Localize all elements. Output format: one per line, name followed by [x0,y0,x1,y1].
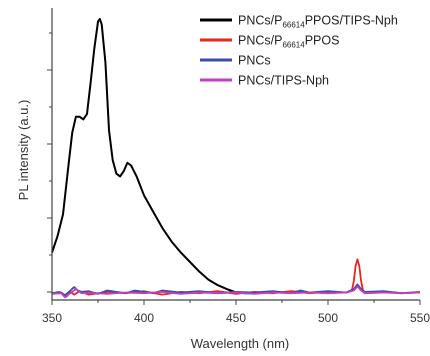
x-axis-title: Wavelength (nm) [191,336,290,351]
legend-label-1: PNCs/P66614PPOS [238,34,339,50]
x-tick-label-550: 550 [410,311,430,325]
x-tick-label-500: 500 [318,311,338,325]
x-tick-label-400: 400 [134,311,154,325]
axes [51,8,420,301]
x-tick-label-350: 350 [42,311,62,325]
series-line-0 [51,17,255,295]
ticks: 350 400 450 500 550 [42,32,430,325]
legend-label-3: PNCs/TIPS-Nph [238,74,329,88]
x-tick-label-450: 450 [226,311,246,325]
series-line-3 [51,285,421,299]
legend-label-0: PNCs/P66614PPOS/TIPS-Nph [238,14,398,30]
plot-lines [51,17,421,299]
y-axis-title: PL intensity (a.u.) [16,100,31,201]
legend: PNCs/P66614PPOS/TIPS-Nph PNCs/P66614PPOS P… [200,14,398,88]
legend-label-2: PNCs [238,54,271,68]
